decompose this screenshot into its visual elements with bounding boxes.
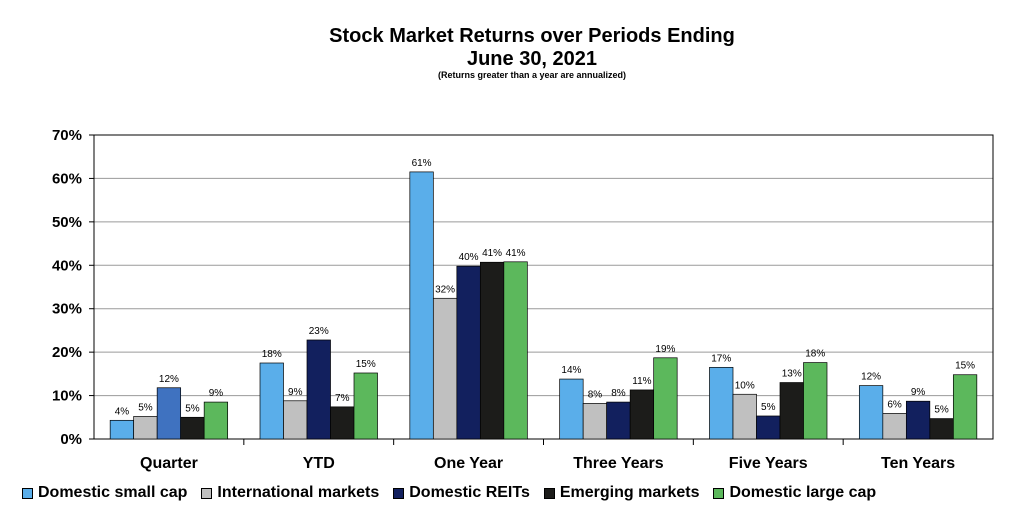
data-label: 41% (506, 248, 526, 259)
plot-frame (93, 134, 994, 440)
data-label: 8% (588, 389, 603, 400)
bar (503, 261, 528, 440)
legend-label: International markets (217, 484, 380, 501)
bar (952, 374, 978, 440)
data-label: 15% (955, 361, 975, 372)
bar (803, 362, 828, 440)
data-label: 10% (735, 380, 755, 391)
y-tick-label: 50% (52, 214, 82, 231)
data-label: 40% (459, 252, 479, 263)
x-tick-label: Three Years (573, 455, 664, 472)
legend-item: Domestic large cap (713, 484, 876, 502)
data-label: 8% (611, 388, 626, 399)
legend-label: Emerging markets (559, 484, 700, 501)
data-label: 9% (288, 387, 303, 398)
legend-swatch (713, 487, 725, 499)
data-label: 9% (911, 387, 926, 398)
x-tick-label: Ten Years (881, 455, 955, 472)
bar (353, 372, 378, 440)
data-label: 12% (159, 374, 179, 385)
x-tick-label: One Year (434, 455, 503, 472)
bar (858, 385, 884, 440)
legend-item: Domestic small cap (22, 484, 187, 502)
legend-item: Emerging markets (543, 484, 700, 502)
y-tick-label: 40% (52, 257, 82, 274)
chart-subtitle: June 30, 2021 (466, 48, 598, 70)
bar (306, 339, 331, 440)
data-label: 41% (482, 248, 502, 259)
y-tick-label: 0% (60, 431, 82, 448)
bar (203, 401, 229, 440)
bar (905, 400, 931, 440)
data-label: 12% (861, 372, 881, 383)
x-tick-label: YTD (303, 455, 335, 472)
bar (929, 418, 954, 440)
bar (409, 171, 434, 440)
bar (156, 387, 182, 440)
y-tick-label: 30% (52, 301, 82, 318)
bar (629, 389, 655, 440)
legend-label: Domestic large cap (729, 484, 877, 501)
x-tick-label: Quarter (140, 455, 198, 472)
data-label: 32% (435, 284, 455, 295)
data-label: 13% (782, 369, 802, 380)
bar (283, 400, 308, 440)
bar (756, 415, 781, 440)
bar (456, 265, 481, 440)
chart-legend: Domestic small cap International markets D… (22, 484, 1022, 502)
data-label: 5% (761, 402, 776, 413)
bar (133, 416, 158, 440)
legend-label: Domestic REITs (409, 484, 530, 501)
data-label: 61% (412, 158, 432, 169)
y-tick-label: 70% (52, 127, 82, 144)
chart-titles: Stock Market Returns over Periods Ending… (0, 24, 1024, 81)
legend-swatch (201, 487, 213, 499)
y-tick-label: 60% (52, 170, 82, 187)
bar (330, 406, 355, 440)
data-label: 5% (185, 403, 200, 414)
bar (582, 403, 608, 440)
data-label: 15% (356, 359, 376, 370)
bar (779, 382, 804, 440)
data-label: 6% (887, 399, 902, 410)
data-label: 9% (209, 388, 224, 399)
data-label: 5% (934, 405, 949, 416)
data-label: 7% (335, 393, 350, 404)
legend-swatch (393, 487, 405, 499)
bar (109, 419, 135, 440)
legend-item: International markets (201, 484, 379, 502)
bar (653, 357, 678, 440)
x-tick-label: Five Years (729, 455, 808, 472)
bar (732, 393, 757, 440)
data-label: 14% (561, 365, 581, 376)
y-tick-label: 10% (52, 388, 82, 405)
data-label: 23% (309, 326, 329, 337)
bar (259, 362, 284, 440)
bar (882, 413, 907, 440)
data-label: 4% (115, 406, 130, 417)
data-label: 17% (711, 353, 731, 364)
chart-note: (Returns greater than a year are annuali… (437, 70, 627, 80)
data-label: 18% (262, 349, 282, 360)
legend-item: Domestic REITs (393, 484, 530, 502)
data-label: 19% (655, 344, 675, 355)
legend-label: Domestic small cap (38, 484, 188, 501)
chart-title: Stock Market Returns over Periods Ending (329, 25, 735, 47)
data-label: 11% (632, 376, 651, 387)
bar (180, 416, 205, 440)
data-label: 18% (805, 349, 825, 360)
y-tick-label: 20% (52, 344, 82, 361)
bar (479, 261, 505, 440)
data-label: 5% (138, 402, 153, 413)
bar (709, 366, 734, 440)
bar (606, 401, 631, 440)
legend-swatch (543, 487, 555, 499)
legend-swatch (22, 487, 33, 499)
bar (432, 297, 458, 440)
bar (559, 378, 584, 440)
